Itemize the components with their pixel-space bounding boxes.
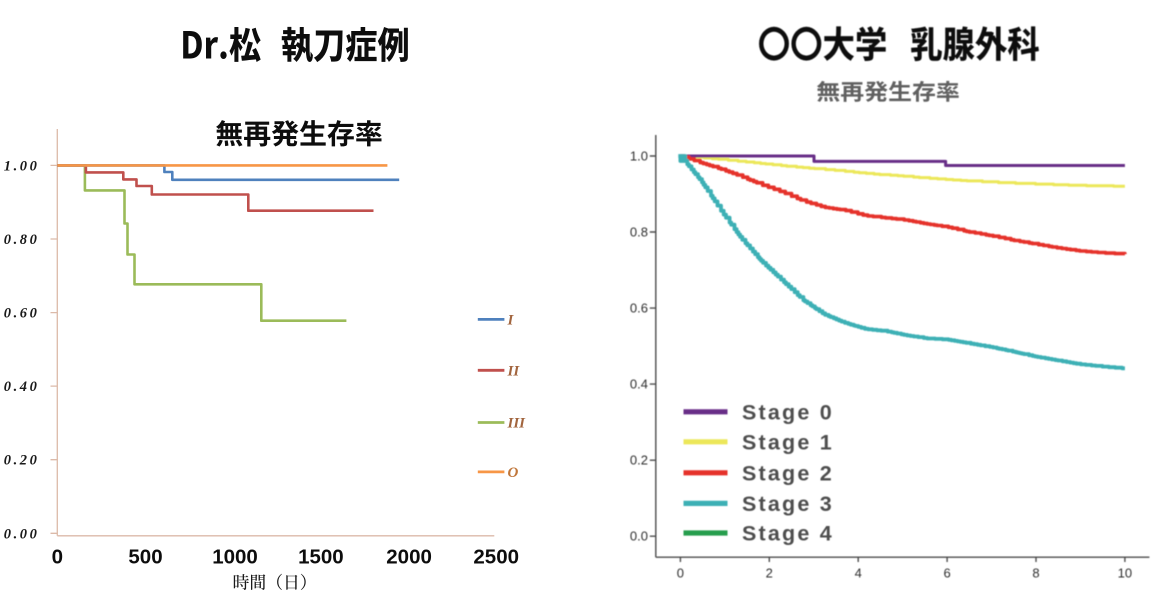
svg-text:8: 8: [1032, 566, 1039, 581]
svg-text:1.00: 1.00: [4, 158, 40, 174]
svg-text:0.60: 0.60: [4, 306, 40, 322]
svg-text:0: 0: [677, 566, 684, 581]
svg-text:1500: 1500: [298, 546, 344, 569]
svg-text:10: 10: [1118, 566, 1132, 581]
svg-text:0.4: 0.4: [630, 376, 648, 391]
svg-text:0.0: 0.0: [630, 529, 648, 544]
svg-text:III: III: [507, 416, 527, 432]
svg-text:500: 500: [128, 546, 162, 569]
svg-text:1000: 1000: [212, 546, 258, 569]
svg-text:Stage 3: Stage 3: [742, 492, 834, 516]
svg-text:0.20: 0.20: [4, 453, 40, 469]
svg-text:0.40: 0.40: [4, 379, 40, 395]
svg-text:6: 6: [943, 566, 950, 581]
svg-text:I: I: [507, 312, 515, 328]
svg-text:Stage 4: Stage 4: [742, 522, 834, 546]
svg-text:0: 0: [52, 546, 63, 569]
svg-text:0.00: 0.00: [4, 526, 40, 542]
svg-text:Stage 2: Stage 2: [742, 461, 834, 485]
svg-text:0.8: 0.8: [630, 224, 648, 239]
svg-text:2: 2: [766, 566, 773, 581]
svg-text:0.80: 0.80: [4, 232, 40, 248]
svg-text:0.6: 0.6: [630, 300, 648, 315]
svg-text:1.0: 1.0: [630, 148, 648, 163]
svg-text:0.2: 0.2: [630, 453, 648, 468]
svg-text:O: O: [508, 465, 519, 481]
svg-text:2000: 2000: [386, 546, 432, 569]
svg-text:II: II: [507, 363, 521, 379]
svg-text:Stage 0: Stage 0: [742, 400, 834, 424]
svg-text:4: 4: [855, 566, 862, 581]
svg-text:2500: 2500: [473, 546, 519, 569]
svg-text:Stage 1: Stage 1: [742, 430, 834, 454]
